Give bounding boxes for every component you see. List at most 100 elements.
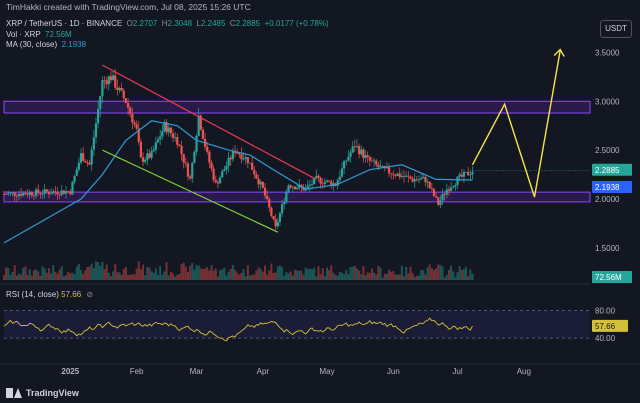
volume-bar	[148, 267, 151, 280]
candle-body	[30, 192, 33, 196]
volume-bar	[263, 265, 266, 280]
candle-body	[120, 87, 123, 91]
currency-button[interactable]: USDT	[600, 20, 632, 38]
volume-bar	[400, 265, 403, 280]
projection-arrowhead	[553, 48, 565, 57]
candle-body	[375, 160, 378, 165]
volume-bar	[197, 265, 200, 280]
candle-body	[174, 137, 177, 138]
volume-bar	[135, 268, 138, 280]
volume-bar	[244, 276, 247, 280]
volume-bar	[418, 275, 421, 280]
projection-path[interactable]	[471, 50, 561, 198]
volume-bar	[20, 274, 23, 280]
candle-body	[302, 187, 305, 191]
candle-body	[131, 113, 134, 123]
volume-bar	[77, 263, 80, 280]
candle-body	[58, 194, 61, 196]
volume-bar	[60, 266, 63, 280]
volume-bar	[234, 270, 237, 280]
candle-body	[210, 162, 213, 169]
volume-bar	[306, 269, 309, 280]
candle-body	[293, 186, 297, 190]
rsi-tick-label: 40.00	[595, 334, 616, 343]
volume-bar	[212, 270, 215, 280]
volume-bar	[471, 273, 474, 280]
ma-line	[3, 120, 473, 244]
volume-bar	[443, 277, 446, 280]
volume-bar	[107, 272, 110, 280]
brand-name: TradingView	[26, 388, 79, 398]
candle-body	[146, 153, 149, 160]
candle-body	[77, 162, 80, 170]
candle-body	[184, 162, 187, 164]
volume-bar	[167, 275, 170, 280]
x-tick-label: Feb	[130, 367, 144, 376]
volume-bar	[56, 273, 59, 280]
volume-bar	[75, 266, 78, 280]
volume-row[interactable]: Vol · XRP 72.56M	[6, 30, 329, 41]
y-tick-label: 3.0000	[595, 97, 620, 106]
volume-bar	[65, 275, 68, 280]
candle-body	[24, 192, 27, 195]
candle-body	[218, 177, 222, 184]
volume-bar	[3, 275, 5, 280]
volume-bar	[131, 274, 134, 280]
candle-body	[460, 174, 463, 177]
volume-bar	[308, 268, 311, 280]
candle-body	[345, 160, 348, 162]
candle-body	[351, 146, 354, 153]
volume-bar	[300, 270, 303, 280]
volume-bar	[129, 275, 132, 280]
volume-bar	[287, 273, 290, 280]
volume-bar	[26, 274, 29, 280]
candle-body	[280, 204, 284, 214]
candle-body	[52, 191, 55, 194]
volume-bar	[340, 272, 343, 280]
eye-off-icon[interactable]: ⊘	[86, 290, 94, 299]
volume-bar	[364, 275, 367, 280]
volume-bar	[360, 274, 363, 280]
volume-bar	[120, 274, 123, 280]
candle-body	[407, 175, 410, 177]
trendline-lower[interactable]	[102, 149, 279, 233]
candle-body	[240, 154, 243, 160]
candle-body	[15, 195, 18, 197]
candle-body	[278, 213, 282, 222]
volume-bar	[445, 274, 448, 280]
volume-bar	[184, 266, 187, 280]
candle-body	[385, 167, 389, 169]
candle-body	[69, 191, 72, 195]
volume-bar	[199, 268, 202, 280]
volume-bar	[362, 266, 365, 280]
tradingview-brand[interactable]: TradingView	[6, 388, 79, 398]
candle-body	[176, 137, 179, 145]
volume-bar	[41, 266, 44, 280]
volume-bar	[268, 270, 271, 280]
candle-body	[17, 193, 21, 197]
candle-body	[366, 155, 369, 157]
ma-row[interactable]: MA (30, close) 2.1938	[6, 40, 329, 51]
volume-bar	[30, 275, 33, 280]
volume-bar	[86, 266, 89, 280]
volume-bar	[122, 268, 125, 280]
candle-body	[37, 189, 40, 193]
candle-body	[360, 149, 363, 155]
trendline-upper[interactable]	[102, 64, 317, 180]
candle-body	[441, 194, 444, 201]
candle-body	[263, 187, 267, 196]
candle-body	[456, 176, 459, 186]
volume-bar	[99, 266, 102, 280]
candle-body	[214, 179, 217, 183]
symbol-name[interactable]: XRP / TetherUS · 1D · BINANCE	[6, 19, 123, 28]
x-tick-label: May	[319, 367, 334, 376]
ma-price-tag	[592, 181, 632, 194]
candle-body	[161, 131, 164, 137]
volume-bar	[238, 274, 241, 280]
volume-bar	[180, 264, 183, 280]
volume-bar	[251, 274, 254, 280]
rsi-band	[4, 310, 590, 339]
volume-bar	[246, 265, 249, 280]
volume-bar	[240, 273, 243, 280]
